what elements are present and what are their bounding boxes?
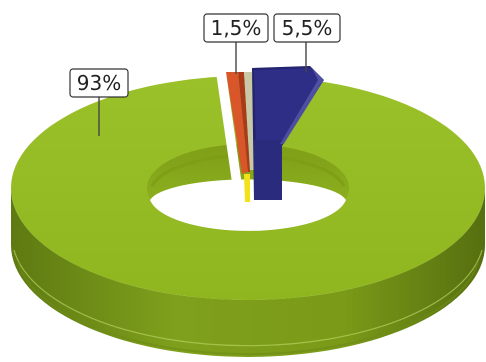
data-label-5-5-text: 5,5% [282, 16, 333, 40]
slice-1-5-top [226, 72, 248, 174]
data-label-1-5: 1,5% [203, 13, 269, 43]
side-rim-line [13, 249, 483, 347]
data-label-93: 93% [69, 68, 129, 98]
slice-1-5-side [238, 72, 250, 172]
data-label-5-5: 5,5% [273, 13, 341, 43]
slice-5-5-front [254, 140, 282, 200]
data-label-1-5-text: 1,5% [211, 16, 262, 40]
slice-93-side [11, 188, 485, 357]
side-rim-line-2 [17, 261, 479, 356]
slice-5-5-top [254, 68, 322, 150]
donut-hole-opening [150, 179, 346, 231]
slice-yellow [244, 174, 250, 202]
data-label-93-text: 93% [77, 71, 121, 95]
wedge-gap [216, 72, 244, 210]
slice-tan [244, 72, 254, 170]
